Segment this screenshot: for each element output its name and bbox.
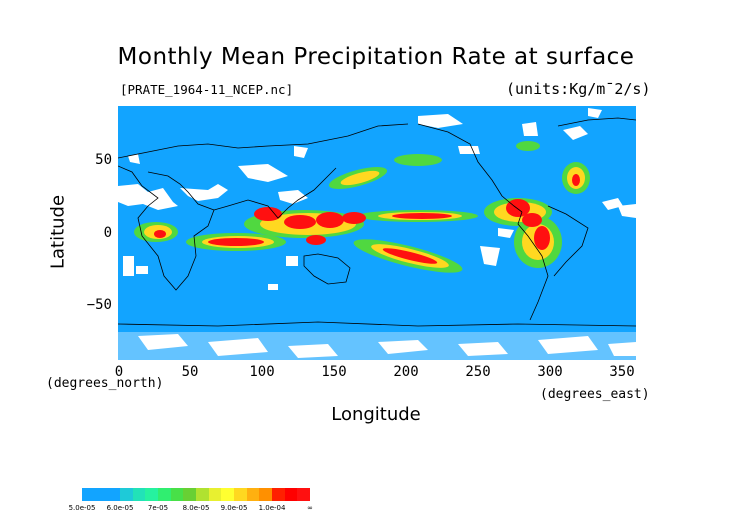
x-tick-label: 150 xyxy=(321,364,347,380)
x-tick-label: 350 xyxy=(609,364,635,380)
colorbar-swatch xyxy=(94,488,108,501)
colorbar-segment xyxy=(82,488,121,501)
colorbar-swatch xyxy=(145,488,159,501)
x-tick-label: 200 xyxy=(393,364,419,380)
colorbar-segment xyxy=(272,488,311,501)
colorbar-label: 8.0e-05 xyxy=(182,504,210,512)
colorbar xyxy=(82,488,311,501)
x-tick-label: 300 xyxy=(537,364,563,380)
colorbar-swatch xyxy=(259,488,273,501)
colorbar-segment xyxy=(120,488,159,501)
precipitation-map xyxy=(118,106,636,360)
colorbar-swatch xyxy=(120,488,133,501)
x-tick-label: 0 xyxy=(114,364,124,380)
y-tick-label: 50 xyxy=(95,152,112,168)
colorbar-swatch xyxy=(196,488,209,501)
precip-band-red xyxy=(154,174,580,264)
x-axis-label: Longitude xyxy=(331,404,421,425)
x-tick-label: 100 xyxy=(249,364,275,380)
colorbar-swatch xyxy=(107,488,121,501)
colorbar-label: 5.0e-05 xyxy=(68,504,96,512)
x-tick-label: 50 xyxy=(181,364,199,380)
file-label: [PRATE_1964-11_NCEP.nc] xyxy=(120,82,294,97)
colorbar-swatch xyxy=(246,488,260,501)
colorbar-swatch xyxy=(158,488,171,501)
colorbar-swatch xyxy=(82,488,95,501)
colorbar-segment xyxy=(234,488,273,501)
missing-data-regions xyxy=(118,108,636,360)
colorbar-swatch xyxy=(208,488,222,501)
colorbar-label: 7e-05 xyxy=(147,504,169,512)
x-axis-units-note: (degrees_east) xyxy=(540,387,650,402)
colorbar-swatch xyxy=(234,488,247,501)
y-tick-label: 0 xyxy=(103,225,112,241)
y-axis-units-note: (degrees_north) xyxy=(46,376,164,391)
y-tick-label: −50 xyxy=(86,297,112,313)
colorbar-segment xyxy=(158,488,197,501)
colorbar-segment xyxy=(196,488,235,501)
x-tick-label: 250 xyxy=(465,364,491,380)
units-label: (units:Kg/m¯2/s) xyxy=(506,80,651,98)
colorbar-label: 6.0e-05 xyxy=(106,504,134,512)
chart-title: Monthly Mean Precipitation Rate at surfa… xyxy=(117,44,635,70)
y-axis-label: Latitude xyxy=(47,194,69,270)
colorbar-swatch xyxy=(284,488,298,501)
coastlines xyxy=(118,117,636,327)
colorbar-label: ∞ xyxy=(307,504,313,512)
colorbar-swatch xyxy=(297,488,311,501)
colorbar-swatch xyxy=(170,488,184,501)
colorbar-label: 9.0e-05 xyxy=(220,504,248,512)
colorbar-swatch xyxy=(132,488,146,501)
colorbar-swatch xyxy=(183,488,197,501)
colorbar-swatch xyxy=(221,488,235,501)
colorbar-label: 1.0e-04 xyxy=(258,504,286,512)
colorbar-swatch xyxy=(272,488,285,501)
